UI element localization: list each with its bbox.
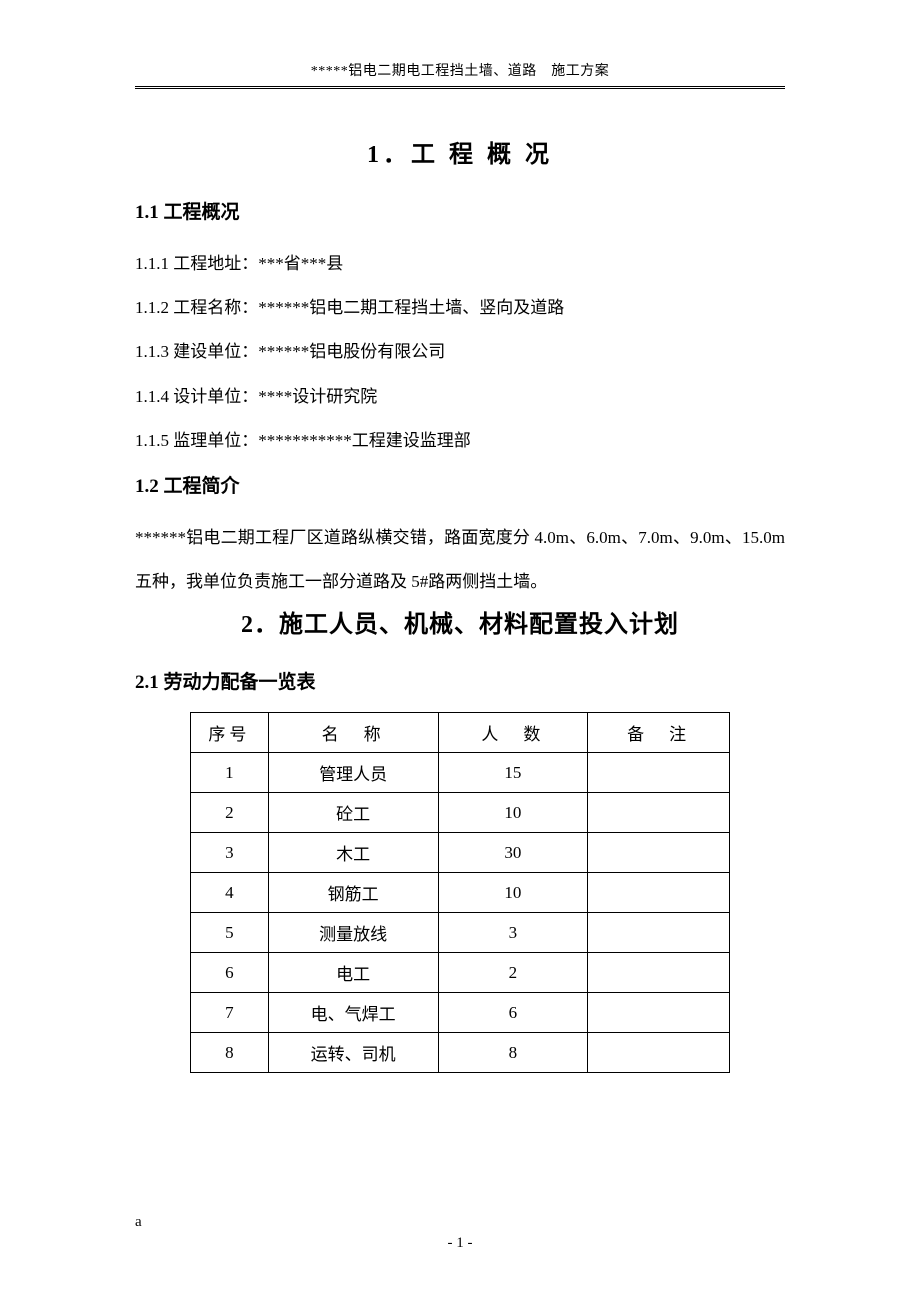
header-rule	[135, 88, 785, 89]
table-row: 8 运转、司机 8	[191, 1033, 730, 1073]
cell-count: 3	[438, 913, 588, 953]
cell-note	[588, 793, 730, 833]
section2-title: 2．施工人员、机械、材料配置投入计划	[135, 604, 785, 639]
col-name: 名 称	[268, 713, 438, 753]
table-row: 2 砼工 10	[191, 793, 730, 833]
page: *****铝电二期电工程挡土墙、道路 施工方案 1．工 程 概 况 1.1 工程…	[0, 0, 920, 1302]
table-row: 3 木工 30	[191, 833, 730, 873]
item-1-1-3: 1.1.3 建设单位：******铝电股份有限公司	[135, 330, 785, 374]
cell-seq: 2	[191, 793, 269, 833]
cell-note	[588, 993, 730, 1033]
item-1-1-1: 1.1.1 工程地址：***省***县	[135, 242, 785, 286]
col-note: 备 注	[588, 713, 730, 753]
col-seq: 序号	[191, 713, 269, 753]
section1-title: 1．工 程 概 况	[135, 134, 785, 169]
cell-note	[588, 913, 730, 953]
cell-seq: 7	[191, 993, 269, 1033]
table-row: 4 钢筋工 10	[191, 873, 730, 913]
section2-1-title: 2.1 劳动力配备一览表	[135, 667, 785, 694]
footer-mark: a	[135, 1214, 785, 1231]
cell-note	[588, 953, 730, 993]
section1-2-para: ******铝电二期工程厂区道路纵横交错，路面宽度分 4.0m、6.0m、7.0…	[135, 516, 785, 604]
cell-seq: 1	[191, 753, 269, 793]
cell-seq: 3	[191, 833, 269, 873]
cell-note	[588, 833, 730, 873]
cell-note	[588, 753, 730, 793]
table-body: 1 管理人员 15 2 砼工 10 3 木工 30 4 钢筋工 10	[191, 753, 730, 1073]
cell-name: 管理人员	[268, 753, 438, 793]
cell-count: 30	[438, 833, 588, 873]
footer-page-number: - 1 -	[135, 1235, 785, 1252]
cell-note	[588, 873, 730, 913]
cell-count: 8	[438, 1033, 588, 1073]
cell-name: 砼工	[268, 793, 438, 833]
table-row: 6 电工 2	[191, 953, 730, 993]
cell-name: 电、气焊工	[268, 993, 438, 1033]
labor-table: 序号 名 称 人 数 备 注 1 管理人员 15 2 砼工 10 3 木工	[190, 712, 730, 1073]
item-1-1-4: 1.1.4 设计单位：****设计研究院	[135, 375, 785, 419]
table-header-row: 序号 名 称 人 数 备 注	[191, 713, 730, 753]
page-footer: a - 1 -	[135, 1214, 785, 1252]
cell-name: 测量放线	[268, 913, 438, 953]
cell-name: 木工	[268, 833, 438, 873]
item-1-1-2: 1.1.2 工程名称：******铝电二期工程挡土墙、竖向及道路	[135, 286, 785, 330]
cell-name: 钢筋工	[268, 873, 438, 913]
cell-note	[588, 1033, 730, 1073]
page-header: *****铝电二期电工程挡土墙、道路 施工方案	[135, 60, 785, 87]
table-row: 7 电、气焊工 6	[191, 993, 730, 1033]
section1-1-title: 1.1 工程概况	[135, 197, 785, 224]
cell-count: 15	[438, 753, 588, 793]
table-row: 1 管理人员 15	[191, 753, 730, 793]
section1-2-title: 1.2 工程简介	[135, 471, 785, 498]
col-count: 人 数	[438, 713, 588, 753]
cell-count: 10	[438, 793, 588, 833]
cell-name: 运转、司机	[268, 1033, 438, 1073]
cell-seq: 4	[191, 873, 269, 913]
cell-seq: 5	[191, 913, 269, 953]
cell-count: 2	[438, 953, 588, 993]
cell-seq: 6	[191, 953, 269, 993]
item-1-1-5: 1.1.5 监理单位：***********工程建设监理部	[135, 419, 785, 463]
cell-count: 6	[438, 993, 588, 1033]
cell-count: 10	[438, 873, 588, 913]
cell-seq: 8	[191, 1033, 269, 1073]
table-row: 5 测量放线 3	[191, 913, 730, 953]
cell-name: 电工	[268, 953, 438, 993]
